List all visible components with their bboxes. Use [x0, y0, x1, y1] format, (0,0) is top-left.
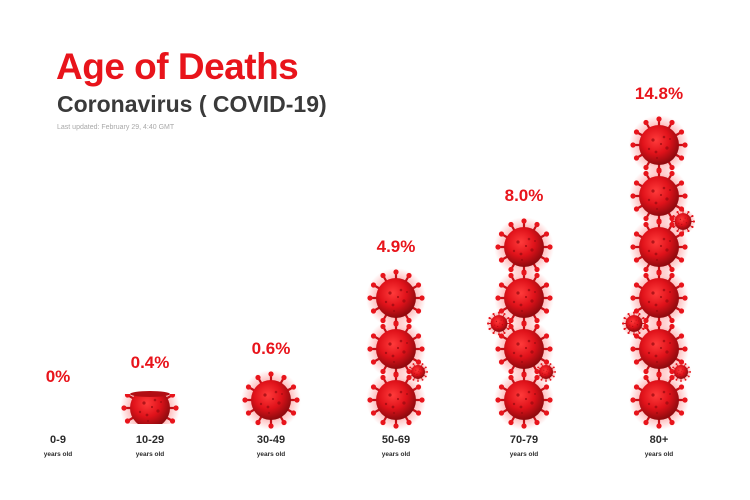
coronavirus-icon: [239, 368, 303, 432]
coronavirus-icon: [120, 394, 180, 424]
coronavirus-icon: [485, 310, 513, 337]
value-label: 0.4%: [131, 353, 170, 372]
value-label: 8.0%: [505, 186, 544, 205]
category-sublabel: years old: [382, 451, 411, 458]
bar-70-79: [485, 215, 557, 432]
bar-80+: [620, 113, 697, 432]
coronavirus-icon: [407, 361, 429, 383]
category-label: 50-69: [382, 434, 410, 446]
category-sublabel: years old: [257, 451, 286, 458]
category-label: 70-79: [510, 434, 538, 446]
bar-50-69: [364, 266, 429, 432]
value-label: 14.8%: [635, 84, 683, 103]
coronavirus-icon: [670, 361, 692, 383]
category-sublabel: years old: [44, 451, 73, 458]
category-sublabel: years old: [136, 451, 165, 458]
category-label: 0-9: [50, 434, 66, 446]
bar-10-29: [120, 391, 180, 424]
coronavirus-icon: [669, 208, 697, 235]
coronavirus-icon: [492, 215, 556, 279]
bar-30-49: [239, 368, 303, 432]
coronavirus-icon: [627, 113, 691, 177]
last-updated-text: Last updated: February 29, 4:40 GMT: [57, 124, 175, 131]
chart-title: Age of Deaths: [56, 46, 299, 87]
coronavirus-icon: [535, 361, 557, 383]
category-sublabel: years old: [645, 451, 674, 458]
category-label: 80+: [650, 434, 669, 446]
category-sublabel: years old: [510, 451, 539, 458]
category-label: 30-49: [257, 434, 285, 446]
coronavirus-icon: [364, 266, 428, 330]
chart-subtitle: Coronavirus ( COVID-19): [57, 91, 327, 117]
category-label: 10-29: [136, 434, 164, 446]
value-label: 0.6%: [252, 339, 291, 358]
coronavirus-icon: [620, 310, 648, 337]
value-label: 0%: [46, 367, 71, 386]
value-label: 4.9%: [377, 237, 416, 256]
